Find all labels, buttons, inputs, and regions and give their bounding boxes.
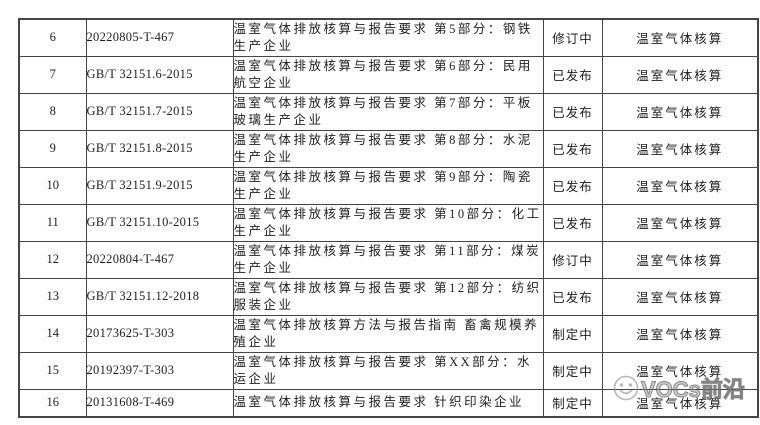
cell-status: 已发布 [542, 92, 603, 131]
table-row: 10 GB/T 32151.9-2015 温室气体排放核算与报告要求 第9部分：… [18, 166, 759, 205]
cell-standard-title: 温室气体排放核算与报告要求 第12部分：纺织服装企业 [232, 277, 544, 316]
cell-status: 修订中 [542, 240, 603, 279]
cell-standard-title: 温室气体排放核算与报告要求 针织印染企业 [232, 388, 544, 418]
cell-standard-code: GB/T 32151.8-2015 [85, 129, 234, 168]
cell-category: 温室气体核算 [601, 314, 759, 353]
cell-standard-title: 温室气体排放核算与报告要求 第5部分：钢铁生产企业 [232, 18, 544, 57]
cell-row-number: 8 [18, 92, 87, 131]
cell-row-number: 12 [18, 240, 87, 279]
cell-category: 温室气体核算 [601, 277, 759, 316]
table-row: 14 20173625-T-303 温室气体排放核算方法与报告指南 畜禽规模养殖… [18, 314, 759, 353]
cell-row-number: 9 [18, 129, 87, 168]
cell-category: 温室气体核算 [601, 55, 759, 94]
cell-category: 温室气体核算 [601, 351, 759, 390]
table-row: 9 GB/T 32151.8-2015 温室气体排放核算与报告要求 第8部分：水… [18, 129, 759, 168]
table-row: 13 GB/T 32151.12-2018 温室气体排放核算与报告要求 第12部… [18, 277, 759, 316]
cell-row-number: 13 [18, 277, 87, 316]
cell-row-number: 11 [18, 203, 87, 242]
standards-table-body: 6 20220805-T-467 温室气体排放核算与报告要求 第5部分：钢铁生产… [18, 18, 759, 418]
cell-standard-code: 20173625-T-303 [85, 314, 234, 353]
table-row: 7 GB/T 32151.6-2015 温室气体排放核算与报告要求 第6部分：民… [18, 55, 759, 94]
table-row: 8 GB/T 32151.7-2015 温室气体排放核算与报告要求 第7部分：平… [18, 92, 759, 131]
cell-row-number: 15 [18, 351, 87, 390]
table-row: 15 20192397-T-303 温室气体排放核算与报告要求 第XX部分：水运… [18, 351, 759, 390]
cell-standard-code: GB/T 32151.7-2015 [85, 92, 234, 131]
cell-status: 已发布 [542, 166, 603, 205]
cell-status: 制定中 [542, 351, 603, 390]
cell-status: 制定中 [542, 388, 603, 418]
cell-status: 已发布 [542, 55, 603, 94]
cell-standard-title: 温室气体排放核算与报告要求 第XX部分：水运企业 [232, 351, 544, 390]
cell-row-number: 14 [18, 314, 87, 353]
cell-category: 温室气体核算 [601, 166, 759, 205]
cell-standard-title: 温室气体排放核算与报告要求 第9部分：陶瓷生产企业 [232, 166, 544, 205]
cell-status: 制定中 [542, 314, 603, 353]
cell-standard-title: 温室气体排放核算与报告要求 第10部分：化工生产企业 [232, 203, 544, 242]
cell-standard-code: GB/T 32151.10-2015 [85, 203, 234, 242]
cell-standard-title: 温室气体排放核算方法与报告指南 畜禽规模养殖企业 [232, 314, 544, 353]
cell-category: 温室气体核算 [601, 18, 759, 57]
cell-standard-code: 20192397-T-303 [85, 351, 234, 390]
table-row: 12 20220804-T-467 温室气体排放核算与报告要求 第11部分：煤炭… [18, 240, 759, 279]
cell-standard-code: GB/T 32151.12-2018 [85, 277, 234, 316]
cell-standard-code: 20220804-T-467 [85, 240, 234, 279]
cell-row-number: 6 [18, 18, 87, 57]
cell-status: 已发布 [542, 277, 603, 316]
cell-category: 温室气体核算 [601, 129, 759, 168]
cell-standard-code: 20131608-T-469 [85, 388, 234, 418]
cell-status: 修订中 [542, 18, 603, 57]
cell-standard-code: 20220805-T-467 [85, 18, 234, 57]
cell-standard-title: 温室气体排放核算与报告要求 第11部分：煤炭生产企业 [232, 240, 544, 279]
cell-row-number: 7 [18, 55, 87, 94]
cell-standard-title: 温室气体排放核算与报告要求 第6部分：民用航空企业 [232, 55, 544, 94]
cell-category: 温室气体核算 [601, 240, 759, 279]
cell-status: 已发布 [542, 203, 603, 242]
cell-row-number: 10 [18, 166, 87, 205]
table-row: 16 20131608-T-469 温室气体排放核算与报告要求 针织印染企业 制… [18, 388, 759, 418]
table-row: 6 20220805-T-467 温室气体排放核算与报告要求 第5部分：钢铁生产… [18, 18, 759, 57]
cell-category: 温室气体核算 [601, 388, 759, 418]
cell-standard-code: GB/T 32151.9-2015 [85, 166, 234, 205]
standards-table: 6 20220805-T-467 温室气体排放核算与报告要求 第5部分：钢铁生产… [18, 18, 759, 418]
cell-status: 已发布 [542, 129, 603, 168]
table-row: 11 GB/T 32151.10-2015 温室气体排放核算与报告要求 第10部… [18, 203, 759, 242]
cell-standard-code: GB/T 32151.6-2015 [85, 55, 234, 94]
cell-standard-title: 温室气体排放核算与报告要求 第7部分：平板玻璃生产企业 [232, 92, 544, 131]
cell-category: 温室气体核算 [601, 92, 759, 131]
cell-standard-title: 温室气体排放核算与报告要求 第8部分：水泥生产企业 [232, 129, 544, 168]
cell-row-number: 16 [18, 388, 87, 418]
cell-category: 温室气体核算 [601, 203, 759, 242]
